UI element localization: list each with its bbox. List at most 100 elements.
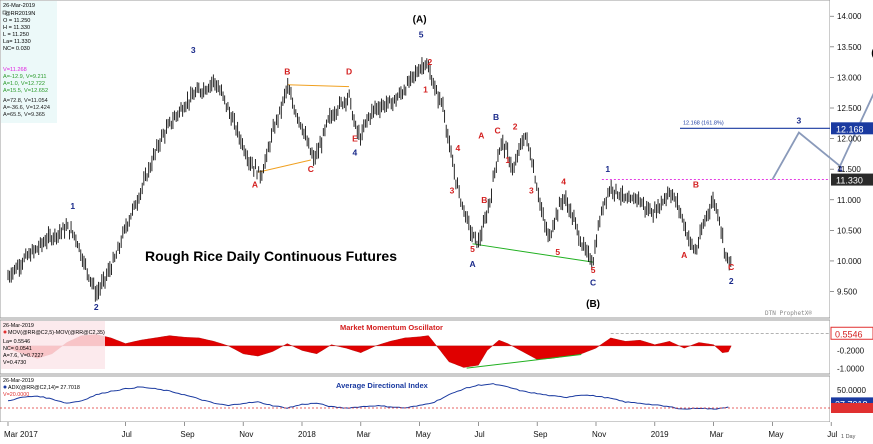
price-y-tick-label: 14.000 — [837, 12, 862, 21]
symbol-marker-icon — [2, 10, 7, 15]
wave-label: 1 — [505, 155, 510, 165]
adx-line — [7, 383, 729, 410]
wave-label: B — [693, 180, 699, 190]
wave-label: 1 — [423, 85, 428, 95]
osc-last: La= 0.5546 — [3, 339, 30, 345]
info-v6: A=-36.6, V=12.424 — [3, 105, 50, 111]
wave-label: 2 — [513, 121, 518, 131]
osc-trendline-green — [466, 354, 582, 369]
oscillator-panel[interactable] — [0, 319, 831, 375]
x-tick-label: Sep — [533, 430, 548, 439]
info-v2: A=-12.9, V=9.211 — [3, 74, 46, 80]
wave-label: B — [481, 195, 487, 205]
wave-label: 4 — [838, 164, 843, 174]
info-last: La= 11.330 — [3, 39, 31, 45]
info-date: 26-Mar-2019 — [3, 3, 35, 9]
projection-path — [771, 92, 873, 181]
x-tick-label: 2018 — [298, 430, 316, 439]
osc-date: 26-Mar-2019 — [3, 323, 34, 329]
price-y-tick-label: 10.500 — [837, 226, 862, 235]
osc-title: Market Momentum Oscillator — [340, 323, 443, 332]
oscillator-area — [7, 334, 732, 368]
wave-label: B — [493, 112, 499, 122]
x-axis-area — [0, 422, 830, 444]
price-y-tick-label: 11.000 — [837, 196, 861, 205]
info-change: NC= 0.030 — [3, 46, 30, 52]
last-price-box — [831, 173, 873, 186]
wave-label: 5 — [419, 30, 424, 40]
info-v4: A=15.5, V=12.652 — [3, 88, 48, 94]
x-tick-label: Jul — [122, 430, 132, 439]
osc-info-box — [1, 321, 105, 369]
price-y-tick-label: 13.000 — [837, 73, 862, 82]
osc-marker-icon — [3, 330, 7, 334]
x-tick-label: Jul — [827, 430, 837, 439]
wave-label: 2 — [428, 57, 433, 67]
wave-label: C — [728, 262, 734, 272]
wave-label: 5 — [470, 244, 475, 254]
wave-label: (C) — [871, 48, 873, 59]
wave-label: 5 — [555, 247, 560, 257]
wave-label: B — [284, 66, 290, 76]
x-tick-label: Nov — [239, 430, 253, 439]
price-y-tick-label: 11.500 — [837, 165, 861, 174]
last-price-value: 11.330 — [836, 176, 863, 186]
x-tick-label: Mar — [710, 430, 724, 439]
price-panel[interactable] — [0, 0, 831, 319]
wave-label: C — [308, 164, 314, 174]
wave-label: A — [469, 259, 475, 269]
x-tick-label: May — [768, 430, 783, 439]
info-v1: V=11.268 — [3, 67, 27, 73]
x-tick-label: Mar — [357, 430, 371, 439]
period-label: 1 Day — [841, 434, 856, 440]
osc-a: A=7.6, V=0.7227 — [3, 353, 43, 359]
chart-title: Rough Rice Daily Continuous Futures — [145, 248, 397, 264]
adx-formula: ADX(@RR@C2,14)= 27.7018 — [8, 385, 80, 391]
wave-label: 4 — [353, 148, 358, 158]
wave-label: 2 — [729, 276, 734, 286]
x-tick-label: Nov — [592, 430, 606, 439]
wave-label: D — [346, 66, 352, 76]
osc-y-tick-label: -0.2000 — [837, 346, 865, 355]
x-tick-label: Jul — [474, 430, 484, 439]
wave-label: 4 — [455, 143, 460, 153]
target-price-box — [831, 122, 873, 135]
osc-y-tick-label: -1.0000 — [837, 365, 865, 374]
adx-date: 26-Mar-2019 — [3, 378, 34, 384]
wave-label: 3 — [796, 115, 801, 125]
info-v3: A=1.0, V=12.722 — [3, 81, 45, 87]
wave-label: 3 — [191, 45, 196, 55]
adx-y-tick-label: 50.0000 — [837, 386, 866, 395]
wave-label: C — [590, 277, 596, 287]
osc-v: V=0.4730 — [3, 360, 26, 366]
adx-marker-icon — [3, 385, 7, 389]
wave-label: 5 — [591, 265, 596, 275]
info-high: H = 11.330 — [3, 25, 30, 31]
wave-label: 1 — [605, 164, 610, 174]
price-y-tick-label: 12.000 — [837, 135, 862, 144]
wave-label: C — [494, 126, 500, 136]
adx-threshold-label: V=20.0000 — [3, 392, 29, 398]
watermark: DTN ProphetX® — [765, 310, 812, 317]
wave-label: A — [252, 180, 258, 190]
adx-panel[interactable] — [0, 375, 831, 423]
wave-label: A — [478, 131, 484, 141]
info-box — [1, 1, 57, 123]
trendline-upper-orange — [287, 84, 350, 88]
info-symbol: @RR2019N — [5, 11, 35, 17]
info-low: L = 11.250 — [3, 32, 29, 38]
info-v7: A=65.5, V=9.365 — [3, 112, 45, 118]
y-axis-area — [830, 0, 873, 444]
osc-change: NC= 0.0541 — [3, 346, 32, 352]
price-y-tick-label: 9.500 — [837, 288, 858, 297]
wave-label: (B) — [586, 299, 600, 310]
osc-formula: MOV(@RR@C2,5)-MOV(@RR@C2,35) — [8, 330, 105, 336]
wave-label: 3 — [529, 186, 534, 196]
trendline-green — [472, 243, 594, 263]
wave-label: E — [352, 134, 358, 144]
price-y-tick-label: 13.500 — [837, 43, 862, 52]
price-y-tick-label: 12.500 — [837, 104, 862, 113]
x-tick-label: 2019 — [651, 430, 669, 439]
x-tick-label: Sep — [180, 430, 195, 439]
